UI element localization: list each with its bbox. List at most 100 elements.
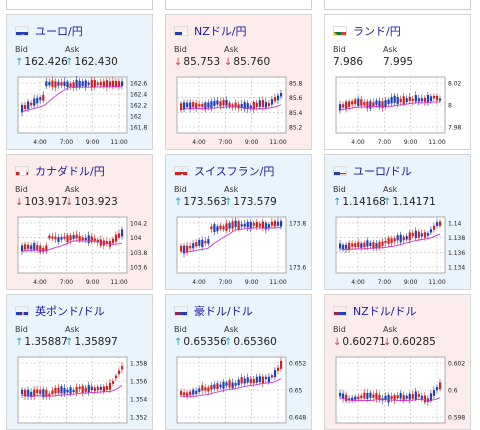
bid-number: 0.60271 (342, 336, 386, 348)
ask-value: ↓85.760 (224, 56, 270, 68)
candle-body (258, 100, 261, 107)
candle-body (63, 387, 66, 394)
candle-body (204, 240, 207, 244)
candle-body (249, 105, 252, 109)
pair-title[interactable]: ランド/円 (333, 24, 401, 38)
x-tick-label: 9:00 (245, 279, 259, 286)
bid-number: 103.917 (24, 196, 68, 208)
ask-number: 173.579 (233, 196, 277, 208)
candle-body (201, 239, 204, 247)
candle-body (378, 394, 381, 400)
pair-title[interactable]: 豪ドル/ドル (174, 304, 253, 318)
candle-body (396, 96, 399, 105)
mini-chart[interactable]: 85.8 85.6 85.4 85.2 4:00 7:00 9:00 11:00 (171, 73, 308, 147)
candle-body (261, 221, 264, 229)
candle-body (273, 370, 277, 378)
pair-title[interactable]: NZドル/ドル (333, 304, 416, 318)
candle-body (24, 244, 27, 250)
candle-body (81, 385, 84, 393)
mini-chart[interactable]: 1.358 1.356 1.354 1.352 (12, 353, 149, 427)
candle-body (60, 386, 63, 394)
candle-body (426, 233, 430, 236)
candle-body (357, 396, 360, 400)
mini-chart[interactable]: 162.6 162.4 162.2 162 161.8 4:00 7:00 9:00 11:00 (12, 73, 149, 147)
y-tick-label: 0.652 (289, 361, 306, 368)
candle-body (198, 104, 201, 107)
pair-link[interactable]: NZドル/ドル (353, 305, 417, 318)
pair-title[interactable]: NZドル/円 (174, 24, 246, 38)
candle-body (84, 237, 87, 241)
pair-link[interactable]: 英ポンド/ドル (35, 305, 105, 318)
chart-svg: 0.602 0.6 0.598 (335, 356, 465, 424)
candle-body (342, 393, 345, 399)
pair-title[interactable]: ユーロ/円 (15, 24, 83, 38)
pair-link[interactable]: NZドル/円 (194, 25, 247, 38)
bid-label: Bid (174, 325, 187, 334)
candle-body (21, 104, 24, 113)
rate-card[interactable]: ユーロ/円 Bid Ask ↑162.426 ↑162.430 162.6 162… (6, 14, 153, 150)
candle-body (339, 243, 342, 249)
candle-body (189, 246, 192, 249)
rate-card[interactable]: ランド/円 Bid Ask 7.986 7.995 8.02 8 7.98 4:00 7… (324, 14, 471, 150)
pair-link[interactable]: カナダドル/円 (35, 165, 105, 178)
candle-body (183, 392, 186, 396)
candle-body (387, 99, 390, 105)
rate-card[interactable]: スイスフラン/円 Bid Ask ↑173.563 ↑173.579 173.8… (165, 154, 312, 290)
candle-body (102, 386, 105, 392)
y-tick-label: 0.65 (289, 388, 303, 395)
pair-title[interactable]: ユーロ/ドル (333, 164, 412, 178)
pair-title[interactable]: スイスフラン/円 (174, 164, 274, 178)
mini-chart[interactable]: 0.652 0.65 0.648 (171, 353, 308, 427)
previous-row-edge (0, 0, 480, 10)
candle-body (396, 235, 399, 241)
candle-body (210, 101, 213, 109)
rate-card[interactable]: NZドル/円 Bid Ask ↓85.753 ↓85.760 85.8 85.6 8… (165, 14, 312, 150)
y-tick-label: 104.2 (130, 221, 147, 228)
candle-body (51, 236, 54, 239)
bid-value: 7.986 (333, 56, 363, 68)
candle-body (78, 80, 81, 88)
candle-body (345, 244, 348, 249)
x-tick-label: 7:00 (378, 279, 392, 286)
candle-body (30, 245, 33, 250)
candle-body (399, 234, 402, 243)
candle-body (48, 82, 51, 86)
candle-body (351, 243, 354, 247)
y-tick-label: 103.8 (130, 250, 147, 257)
rate-card[interactable]: NZドル/ドル Bid Ask ↓0.60271 ↓0.60285 0.602 0… (324, 294, 471, 430)
y-tick-label: 161.8 (130, 125, 147, 132)
pair-link[interactable]: スイスフラン/円 (194, 165, 275, 178)
pair-link[interactable]: ランド/円 (353, 25, 401, 38)
candle-body (258, 223, 261, 227)
candle-body (225, 223, 228, 231)
pair-link[interactable]: ユーロ/ドル (353, 165, 412, 178)
candle-body (252, 222, 255, 226)
candle-body (105, 80, 109, 88)
mini-chart[interactable]: 173.8 173.6 4:00 7:00 9:00 11:00 (171, 213, 308, 287)
x-tick-label: 11:00 (428, 279, 445, 286)
candle-body (420, 233, 423, 237)
pair-link[interactable]: ユーロ/円 (35, 25, 83, 38)
candle-body (51, 390, 54, 395)
candle-body (213, 100, 216, 106)
pair-title[interactable]: カナダドル/円 (15, 164, 105, 178)
bid-label: Bid (15, 45, 28, 54)
y-tick-label: 0.598 (448, 415, 465, 422)
candle-body (243, 378, 246, 384)
rate-card[interactable]: カナダドル/円 Bid Ask ↓103.917 ↓103.923 104.2 1… (6, 154, 153, 290)
pair-title[interactable]: 英ポンド/ドル (15, 304, 105, 318)
candle-body (417, 231, 420, 238)
down-arrow-icon: ↓ (333, 337, 342, 348)
candle-body (390, 97, 393, 104)
rate-card[interactable]: ユーロ/ドル Bid Ask ↑1.14168 ↑1.14171 1.14 1.1… (324, 154, 471, 290)
candle-body (108, 81, 112, 86)
x-tick-label: 11:00 (428, 139, 445, 146)
mini-chart[interactable]: 104.2 104 103.8 103.6 4:00 7:00 9:00 11:00 (12, 213, 149, 287)
candle-body (369, 242, 372, 246)
pair-link[interactable]: 豪ドル/ドル (194, 305, 253, 318)
mini-chart[interactable]: 8.02 8 7.98 4:00 7:00 9:00 11:00 (330, 73, 467, 147)
ask-label: Ask (224, 185, 239, 194)
candle-body (180, 245, 183, 252)
mini-chart[interactable]: 0.602 0.6 0.598 (330, 353, 467, 427)
mini-chart[interactable]: 1.14 1.138 1.136 1.134 4:00 7:00 9:00 11:00 (330, 213, 467, 287)
